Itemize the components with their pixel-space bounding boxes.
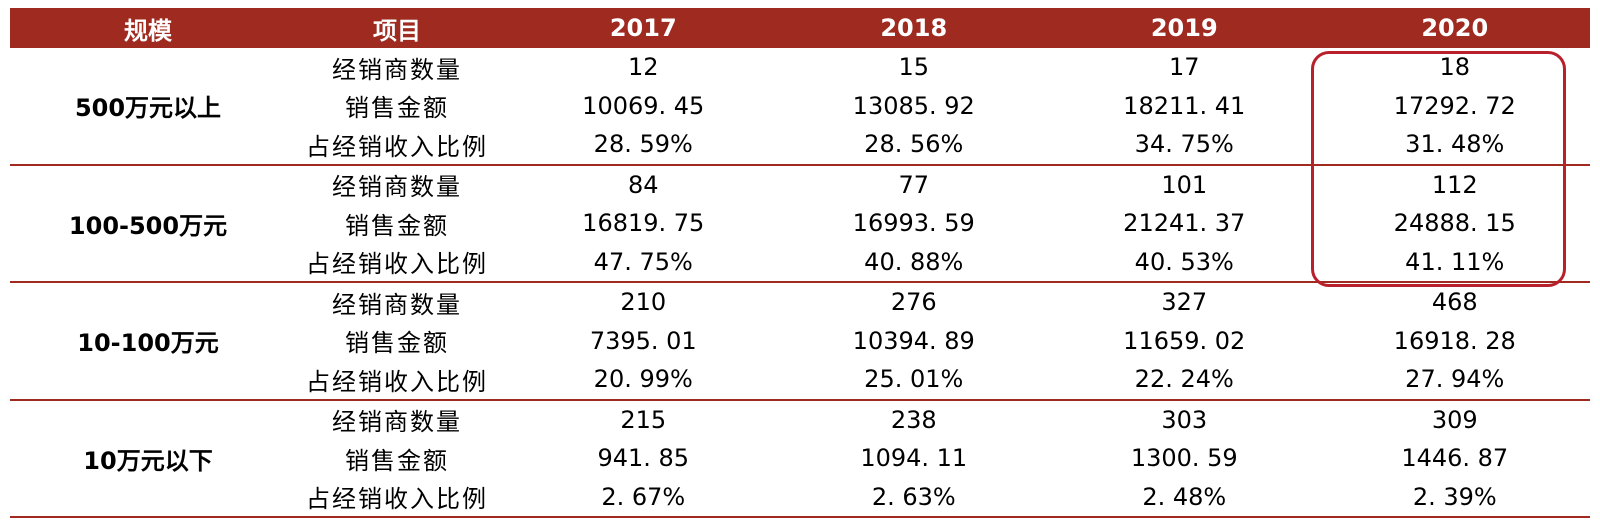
item-label: 占经销收入比例 (306, 485, 488, 514)
item-label: 占经销收入比例 (306, 132, 488, 161)
value-cell: 101 (1161, 170, 1208, 199)
value-cell: 40. 53% (1134, 247, 1234, 276)
value-cell: 18 (1439, 53, 1471, 82)
table-group: 500万元以上 经销商数量 12 15 17 18 销售金额 10069. 45… (10, 48, 1590, 166)
value-cell: 41. 11% (1405, 247, 1505, 276)
item-label: 销售金额 (345, 446, 449, 475)
table-row: 经销商数量 84 77 101 112 (286, 166, 1590, 205)
value-cell: 1446. 87 (1401, 444, 1509, 473)
item-label: 销售金额 (345, 211, 449, 240)
item-label: 销售金额 (345, 94, 449, 123)
item-label: 经销商数量 (332, 55, 462, 84)
value-cell: 18211. 41 (1123, 91, 1246, 120)
header-scale: 规模 (124, 16, 172, 45)
value-cell: 40. 88% (864, 247, 964, 276)
value-cell: 16993. 59 (852, 209, 975, 238)
value-cell: 16819. 75 (582, 209, 705, 238)
scale-label: 10-100万元 (77, 329, 219, 358)
value-cell: 24888. 15 (1393, 209, 1516, 238)
value-cell: 112 (1431, 170, 1478, 199)
value-cell: 17292. 72 (1393, 91, 1516, 120)
value-cell: 303 (1161, 405, 1208, 434)
scale-label: 500万元以上 (74, 94, 222, 123)
table-row: 占经销收入比例 20. 99% 25. 01% 22. 24% 27. 94% (286, 360, 1590, 399)
value-cell: 276 (890, 288, 937, 317)
value-cell: 2. 67% (601, 482, 686, 511)
value-cell: 210 (620, 288, 667, 317)
value-cell: 11659. 02 (1123, 326, 1246, 355)
value-cell: 28. 59% (593, 130, 693, 159)
header-year-2020: 2020 (1421, 14, 1489, 42)
value-cell: 468 (1431, 288, 1478, 317)
value-cell: 47. 75% (593, 247, 693, 276)
value-cell: 20. 99% (593, 365, 693, 394)
value-cell: 2. 63% (871, 482, 956, 511)
value-cell: 10394. 89 (852, 326, 975, 355)
item-label: 经销商数量 (332, 173, 462, 202)
value-cell: 21241. 37 (1123, 209, 1246, 238)
value-cell: 28. 56% (864, 130, 964, 159)
table-row: 经销商数量 215 238 303 309 (286, 401, 1590, 440)
value-cell: 2. 48% (1142, 482, 1227, 511)
scale-label: 10万元以下 (83, 446, 213, 475)
value-cell: 84 (627, 170, 659, 199)
table-row: 经销商数量 12 15 17 18 (286, 48, 1590, 87)
value-cell: 27. 94% (1405, 365, 1505, 394)
value-cell: 15 (898, 53, 930, 82)
table-row: 销售金额 7395. 01 10394. 89 11659. 02 16918.… (286, 322, 1590, 361)
value-cell: 1300. 59 (1130, 444, 1238, 473)
highlight-box (1311, 51, 1566, 287)
table-row: 销售金额 10069. 45 13085. 92 18211. 41 17292… (286, 87, 1590, 126)
value-cell: 2. 39% (1412, 482, 1497, 511)
item-label: 占经销收入比例 (306, 250, 488, 279)
value-cell: 327 (1161, 288, 1208, 317)
value-cell: 238 (890, 405, 937, 434)
table-row: 销售金额 941. 85 1094. 11 1300. 59 1446. 87 (286, 439, 1590, 478)
item-label: 销售金额 (345, 329, 449, 358)
table-row: 占经销收入比例 47. 75% 40. 88% 40. 53% 41. 11% (286, 243, 1590, 282)
item-label: 占经销收入比例 (306, 367, 488, 396)
value-cell: 34. 75% (1134, 130, 1234, 159)
value-cell: 31. 48% (1405, 130, 1505, 159)
table-header: 规模 项目 2017 2018 2019 2020 (10, 8, 1590, 48)
table-row: 经销商数量 210 276 327 468 (286, 283, 1590, 322)
value-cell: 25. 01% (864, 365, 964, 394)
value-cell: 215 (620, 405, 667, 434)
distributor-table: 规模 项目 2017 2018 2019 2020 500万元以上 经销商数量 … (10, 8, 1590, 518)
value-cell: 22. 24% (1134, 365, 1234, 394)
value-cell: 7395. 01 (589, 326, 697, 355)
table-row: 占经销收入比例 2. 67% 2. 63% 2. 48% 2. 39% (286, 478, 1590, 517)
header-item: 项目 (373, 16, 421, 45)
table-row: 占经销收入比例 28. 59% 28. 56% 34. 75% 31. 48% (286, 125, 1590, 164)
value-cell: 309 (1431, 405, 1478, 434)
item-label: 经销商数量 (332, 408, 462, 437)
table-group: 10-100万元 经销商数量 210 276 327 468 销售金额 7395… (10, 283, 1590, 401)
value-cell: 1094. 11 (860, 444, 968, 473)
table-row: 销售金额 16819. 75 16993. 59 21241. 37 24888… (286, 204, 1590, 243)
value-cell: 13085. 92 (852, 91, 975, 120)
item-label: 经销商数量 (332, 290, 462, 319)
table-group: 10万元以下 经销商数量 215 238 303 309 销售金额 941. 8… (10, 401, 1590, 518)
value-cell: 17 (1168, 53, 1200, 82)
value-cell: 941. 85 (597, 444, 690, 473)
header-year-2017: 2017 (609, 14, 677, 42)
table-group: 100-500万元 经销商数量 84 77 101 112 销售金额 16819… (10, 166, 1590, 283)
value-cell: 12 (627, 53, 659, 82)
value-cell: 77 (898, 170, 930, 199)
scale-label: 100-500万元 (68, 211, 228, 240)
header-year-2019: 2019 (1150, 14, 1218, 42)
header-year-2018: 2018 (880, 14, 948, 42)
value-cell: 10069. 45 (582, 91, 705, 120)
value-cell: 16918. 28 (1393, 326, 1516, 355)
